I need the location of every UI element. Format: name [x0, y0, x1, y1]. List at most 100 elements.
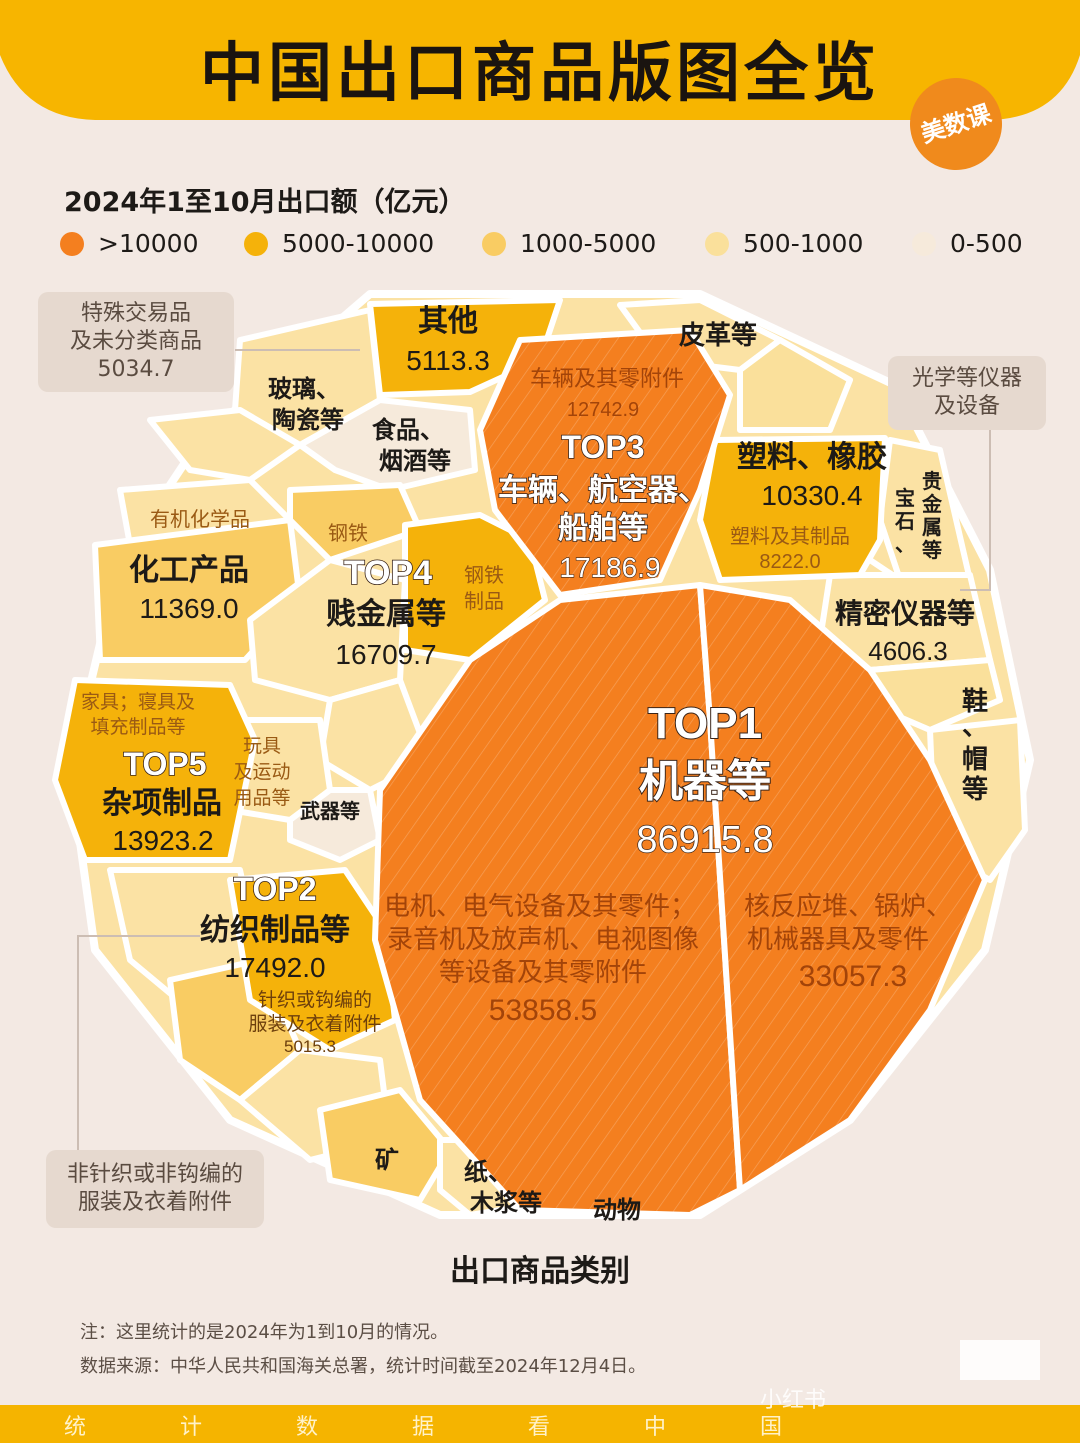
glass-label-2: 陶瓷等 — [272, 406, 344, 434]
chart-subtitle: 2024年1至10月出口额（亿元） — [64, 187, 466, 218]
top1a-value: 53858.5 — [489, 994, 597, 1027]
top5-sub-toys-3: 用品等 — [233, 787, 290, 809]
top5-sub-toys-1: 玩具 — [243, 736, 281, 757]
legend-swatch-2 — [244, 232, 268, 256]
top5-sub-furniture-1: 家具；寝具及 — [81, 691, 195, 713]
legend-item-4: 500-1000 — [705, 224, 863, 264]
top2a-line1: 针织或钩编的 — [258, 989, 372, 1011]
legend-label-5: 0-500 — [950, 229, 1023, 258]
legend-item-5: 0-500 — [912, 224, 1023, 264]
plastic-value: 10330.4 — [761, 480, 862, 511]
legend-swatch-1 — [60, 232, 84, 256]
top1a-line3: 等设备及其零附件 — [439, 957, 647, 987]
top1b-line1: 核反应堆、锅炉、 — [744, 891, 952, 921]
cell-plastic — [697, 435, 888, 583]
top2-rank: TOP2 — [234, 871, 317, 907]
plastic-name: 塑料、橡胶 — [737, 440, 887, 474]
top2a-line2: 服装及衣着附件 — [248, 1013, 381, 1035]
legend-item-3: 1000-5000 — [482, 224, 656, 264]
shoes-label-2: 、 — [962, 711, 988, 741]
axis-title: 出口商品类别 — [450, 1254, 630, 1289]
footer-char-2: 计 — [180, 1415, 203, 1440]
top3-name1: 车辆、航空器、 — [498, 473, 708, 507]
top1-value: 86915.8 — [636, 819, 773, 861]
top4-sub-steel: 钢铁 — [328, 522, 368, 545]
callout-apparel-line1: 非针织或非钩编的 — [66, 1162, 243, 1187]
food-label-2: 烟酒等 — [379, 447, 451, 475]
callout-special-value: 5034.7 — [97, 357, 175, 382]
glass-label-1: 玻璃、 — [268, 375, 340, 403]
top2-value: 17492.0 — [224, 952, 325, 983]
callout-apparel: 非针织或非钩编的 服装及衣着附件 — [46, 1150, 264, 1228]
shoes-label-4: 等 — [962, 774, 988, 804]
animal-label: 动物 — [593, 1197, 641, 1224]
cell-food — [297, 397, 478, 493]
callout-special-line2: 及未分类商品 — [69, 329, 202, 354]
cell-misc-left — [147, 407, 303, 483]
callout-line-optical — [960, 430, 991, 591]
legend-label-4: 500-1000 — [743, 229, 864, 258]
gem-label-2: 石 — [894, 511, 915, 533]
food-label-1: 食品、 — [372, 416, 444, 444]
plastic-sub: 塑料及其制品 — [730, 525, 850, 548]
precious-label-1: 贵 — [922, 470, 942, 493]
shoes-label-3: 帽 — [962, 744, 988, 774]
top5-sub-toys-2: 及运动 — [233, 761, 290, 783]
top3-name2: 船舶等 — [558, 511, 648, 545]
footer-char-3: 数 — [296, 1415, 319, 1440]
footer-char-7: 国 — [760, 1415, 783, 1440]
cell-weapons — [287, 787, 383, 863]
cell-top5 — [52, 677, 258, 863]
note-text: 注：这里统计的是2024年为1到10月的情况。 — [80, 1322, 449, 1343]
legend-item-1: >10000 — [60, 224, 198, 264]
top2-name: 纺织制品等 — [200, 913, 350, 947]
precious-label-2: 金 — [921, 492, 943, 516]
cell-leather-2 — [737, 337, 853, 433]
callout-special-goods: 特殊交易品 及未分类商品 5034.7 — [38, 292, 234, 392]
top3-value: 17186.9 — [559, 552, 660, 583]
hatch-top1 — [375, 585, 985, 1215]
callout-apparel-line2: 服装及衣着附件 — [77, 1190, 232, 1215]
top1-rank: TOP1 — [648, 699, 762, 748]
top5-name: 杂项制品 — [102, 787, 222, 820]
legend-item-2: 5000-10000 — [244, 224, 434, 264]
legend-label-1: >10000 — [98, 229, 199, 258]
top5-rank: TOP5 — [124, 746, 207, 782]
footer-char-6: 中 — [644, 1415, 667, 1440]
footer-char-1: 统 — [64, 1415, 87, 1440]
other-name: 其他 — [418, 305, 478, 338]
footer-char-4: 据 — [412, 1415, 435, 1440]
leather-label: 皮革等 — [679, 320, 757, 350]
paper-label-2: 木浆等 — [469, 1189, 542, 1217]
legend-label-3: 1000-5000 — [520, 229, 657, 258]
callout-optical: 光学等仪器 及设备 — [888, 356, 1046, 430]
footer-bar: 统 计 数 据 看 中 国 — [0, 1405, 1080, 1443]
top5-value: 13923.2 — [112, 825, 213, 856]
top3a-name: 车辆及其零附件 — [530, 366, 684, 391]
other-value: 5113.3 — [406, 345, 490, 376]
weapons-label: 武器等 — [300, 799, 360, 823]
precision-value: 4606.3 — [868, 636, 948, 666]
top4-sub-products-2: 制品 — [464, 590, 504, 613]
callout-optical-line1: 光学等仪器 — [911, 366, 1022, 391]
top1-name: 机器等 — [639, 757, 771, 806]
paper-label-1: 纸、 — [464, 1158, 512, 1186]
shoes-label-1: 鞋 — [962, 686, 988, 716]
top5-sub-furniture-2: 填充制品等 — [90, 716, 185, 738]
top4-name: 贱金属等 — [326, 597, 446, 631]
legend-label-2: 5000-10000 — [282, 229, 435, 258]
top1b-line2: 机械器具及零件 — [747, 924, 929, 954]
top3a-value: 12742.9 — [567, 399, 639, 421]
voronoi-chart: TOP1 机器等 86915.8 电机、电气设备及其零件； 录音机及放声机、电视… — [52, 290, 1034, 1224]
callout-optical-line2: 及设备 — [933, 394, 1000, 419]
page-title: 中国出口商品版图全览 — [200, 37, 880, 111]
callout-special-line1: 特殊交易品 — [80, 301, 191, 326]
top4-value: 16709.7 — [335, 639, 436, 670]
precious-label-4: 等 — [922, 538, 942, 562]
cell-steel — [287, 482, 423, 563]
legend-swatch-3 — [482, 232, 506, 256]
precious-label-3: 属 — [922, 516, 942, 539]
watermark-patch — [960, 1340, 1040, 1380]
chem-sub: 有机化学品 — [150, 508, 250, 531]
mine-label: 矿 — [375, 1146, 399, 1174]
